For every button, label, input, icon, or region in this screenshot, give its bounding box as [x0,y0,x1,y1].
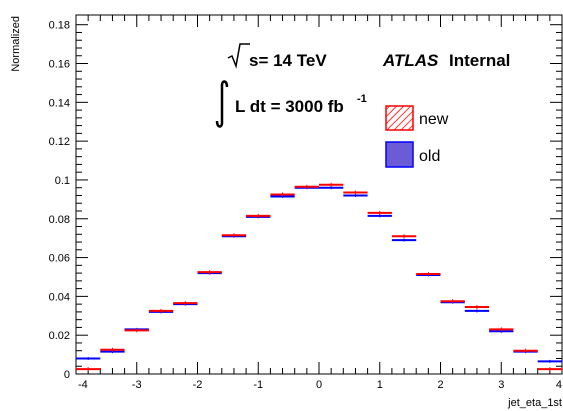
integral-symbol [215,80,229,128]
y-tick-label: 0.02 [49,330,70,342]
legend-swatch-old [385,141,414,168]
x-tick-label: -2 [193,379,203,391]
x-tick-label: -4 [78,379,88,391]
series-new [76,182,562,372]
y-tick-label: 0.16 [49,59,70,71]
luminosity-annotation: L dt = 3000 fb -1 [215,80,367,128]
y-axis-label: Normalized [10,16,22,72]
x-axis-ticks: -4 -3 -2 -1 0 1 2 3 4 [75,15,563,391]
legend-label-old: old [419,148,440,165]
legend-label-new: new [419,111,449,128]
luminosity-label: L dt = 3000 fb [235,97,344,116]
y-tick-label: 0.18 [49,20,70,32]
x-tick-label: 3 [498,379,504,391]
x-tick-label: 1 [377,379,383,391]
x-tick-label: -3 [132,379,142,391]
luminosity-exponent: -1 [357,93,367,105]
atlas-label: ATLAS [382,51,439,70]
y-tick-label: 0.08 [49,214,70,226]
sqrt-symbol [227,43,250,69]
y-tick-label: 0.04 [49,291,70,303]
legend-swatch-new [385,105,414,131]
energy-label: s= 14 TeV [249,51,327,70]
x-axis-label: jet_eta_1st [507,397,562,409]
internal-label: Internal [449,51,510,70]
y-axis-ticks: 0 0.02 0.04 0.06 0.08 0.1 0.12 0.14 0.16 0.18 [49,20,562,381]
x-tick-label: -1 [253,379,263,391]
y-tick-label: 0 [64,369,70,381]
y-tick-label: 0.12 [49,136,70,148]
y-tick-label: 0.1 [55,175,70,187]
x-tick-label: 4 [556,379,562,391]
x-tick-label: 0 [316,379,322,391]
y-tick-label: 0.06 [49,253,70,265]
energy-annotation: s= 14 TeV [227,43,327,70]
series-old [76,186,562,363]
y-tick-label: 0.14 [49,97,70,109]
x-tick-label: 2 [437,379,443,391]
legend: new old [385,105,449,168]
